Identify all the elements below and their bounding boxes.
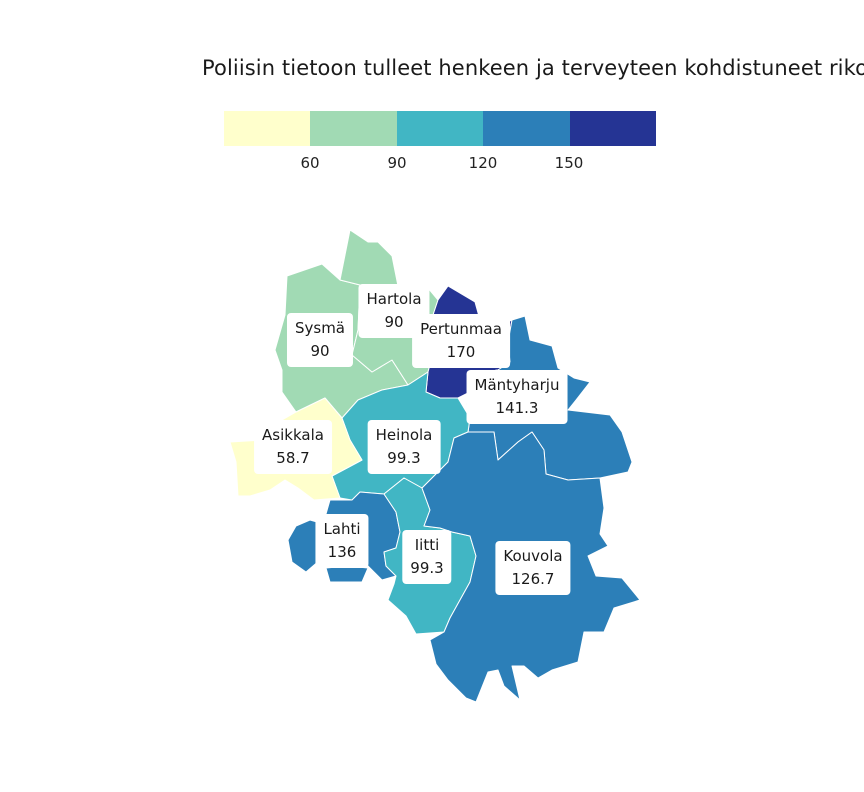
legend-tick: 120 — [468, 154, 498, 172]
region-label: Iitti 99.3 — [402, 530, 452, 584]
region-label: Lahti 136 — [315, 514, 369, 568]
legend-tick: 90 — [387, 154, 407, 172]
legend-swatch-1 — [224, 111, 311, 146]
region-name: Asikkala — [262, 426, 324, 444]
region-label: Sysmä 90 — [286, 313, 354, 367]
region-label: Pertunmaa 170 — [412, 314, 510, 368]
legend-swatch-4 — [483, 111, 570, 146]
region-value: 99.3 — [410, 559, 444, 577]
region-value: 136 — [327, 543, 357, 561]
legend-swatch-2 — [310, 111, 397, 146]
region-value: 126.7 — [511, 570, 555, 588]
region-value: 90 — [384, 313, 404, 331]
region-label: Mäntyharju 141.3 — [466, 370, 568, 424]
legend-swatch-3 — [396, 111, 484, 146]
color-legend — [224, 111, 657, 146]
region-label: Kouvola 126.7 — [495, 541, 571, 595]
region-label: Asikkala 58.7 — [254, 420, 332, 474]
region-name: Lahti — [323, 520, 361, 538]
region-name: Kouvola — [503, 547, 563, 565]
legend-tick: 150 — [554, 154, 584, 172]
region-name: Heinola — [375, 426, 433, 444]
region-name: Mäntyharju — [474, 376, 560, 394]
legend-tick: 60 — [300, 154, 320, 172]
region-value: 99.3 — [387, 449, 421, 467]
region-name: Sysmä — [294, 319, 346, 337]
region-value: 58.7 — [276, 449, 310, 467]
region-label: Heinola 99.3 — [367, 420, 441, 474]
region-value: 90 — [310, 342, 330, 360]
map-title: Poliisin tietoon tulleet henkeen ja terv… — [202, 56, 864, 80]
region-name: Iitti — [414, 536, 440, 554]
region-name: Hartola — [366, 290, 422, 308]
region-value: 141.3 — [495, 399, 539, 417]
region-name: Pertunmaa — [420, 320, 502, 338]
region-value: 170 — [446, 343, 476, 361]
legend-swatch-5 — [569, 111, 657, 146]
